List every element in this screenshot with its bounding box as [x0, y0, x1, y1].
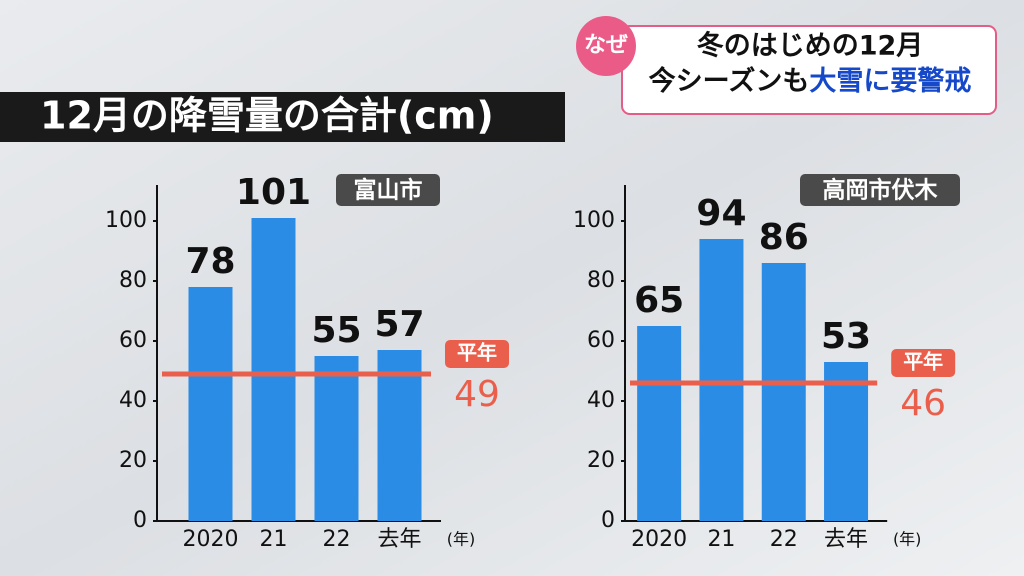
value-label: 57 — [374, 304, 424, 345]
y-tick-label: 0 — [133, 508, 147, 533]
banner-line2: 今シーズンも大雪に要警戒 — [649, 65, 972, 97]
y-tick-label: 60 — [119, 328, 147, 353]
y-tick-label: 20 — [587, 448, 615, 473]
average-label: 平年 — [457, 341, 497, 365]
bar — [761, 263, 806, 521]
bar — [377, 350, 422, 521]
chart-title-box — [336, 174, 440, 206]
x-tick-label: 去年 — [824, 527, 868, 552]
bar — [314, 356, 359, 521]
average-value: 46 — [900, 383, 946, 424]
x-tick-label: 2020 — [631, 527, 687, 552]
value-label: 94 — [696, 193, 746, 234]
chart-title: 富山市 — [354, 177, 423, 204]
chart-title: 高岡市伏木 — [823, 177, 938, 204]
chart-title-box — [800, 174, 960, 206]
banner-plain: 今シーズンも — [649, 65, 810, 97]
title: 12月の降雪量の合計(cm) — [40, 94, 494, 138]
average-badge — [891, 349, 956, 377]
y-tick-label: 100 — [105, 208, 147, 233]
bar — [251, 218, 296, 521]
x-tick-label: 22 — [770, 527, 798, 552]
y-tick-label: 100 — [573, 208, 615, 233]
average-badge — [445, 340, 509, 368]
y-tick-label: 80 — [587, 268, 615, 293]
y-tick-label: 20 — [119, 448, 147, 473]
y-tick-label: 0 — [601, 508, 615, 533]
average-value: 49 — [454, 374, 500, 415]
value-label: 65 — [634, 280, 684, 321]
x-tick-label: 21 — [707, 527, 735, 552]
x-tick-label: 2020 — [183, 527, 239, 552]
x-tick-label: 去年 — [377, 527, 421, 552]
bar — [188, 287, 233, 521]
y-tick-label: 40 — [587, 388, 615, 413]
badge — [576, 16, 636, 76]
value-label: 86 — [759, 217, 809, 258]
x-axis-label: (年) — [893, 530, 922, 549]
value-label: 78 — [185, 241, 235, 282]
x-tick-label: 22 — [323, 527, 351, 552]
bar — [637, 326, 682, 521]
value-label: 53 — [821, 316, 871, 357]
value-label: 101 — [236, 172, 311, 213]
average-label: 平年 — [903, 350, 943, 374]
x-tick-label: 21 — [260, 527, 288, 552]
bar — [699, 239, 744, 521]
source: KNB news every. — [890, 97, 990, 111]
x-axis-label: (年) — [447, 530, 476, 549]
badge-text: なぜ — [584, 33, 628, 58]
value-label: 55 — [311, 310, 361, 351]
title-box — [0, 92, 565, 142]
bar — [824, 362, 869, 521]
y-tick-label: 60 — [587, 328, 615, 353]
y-tick-label: 40 — [119, 388, 147, 413]
y-tick-label: 80 — [119, 268, 147, 293]
banner-line1: 冬のはじめの12月 — [697, 30, 924, 62]
banner-highlight: 大雪に要警戒 — [809, 66, 971, 97]
